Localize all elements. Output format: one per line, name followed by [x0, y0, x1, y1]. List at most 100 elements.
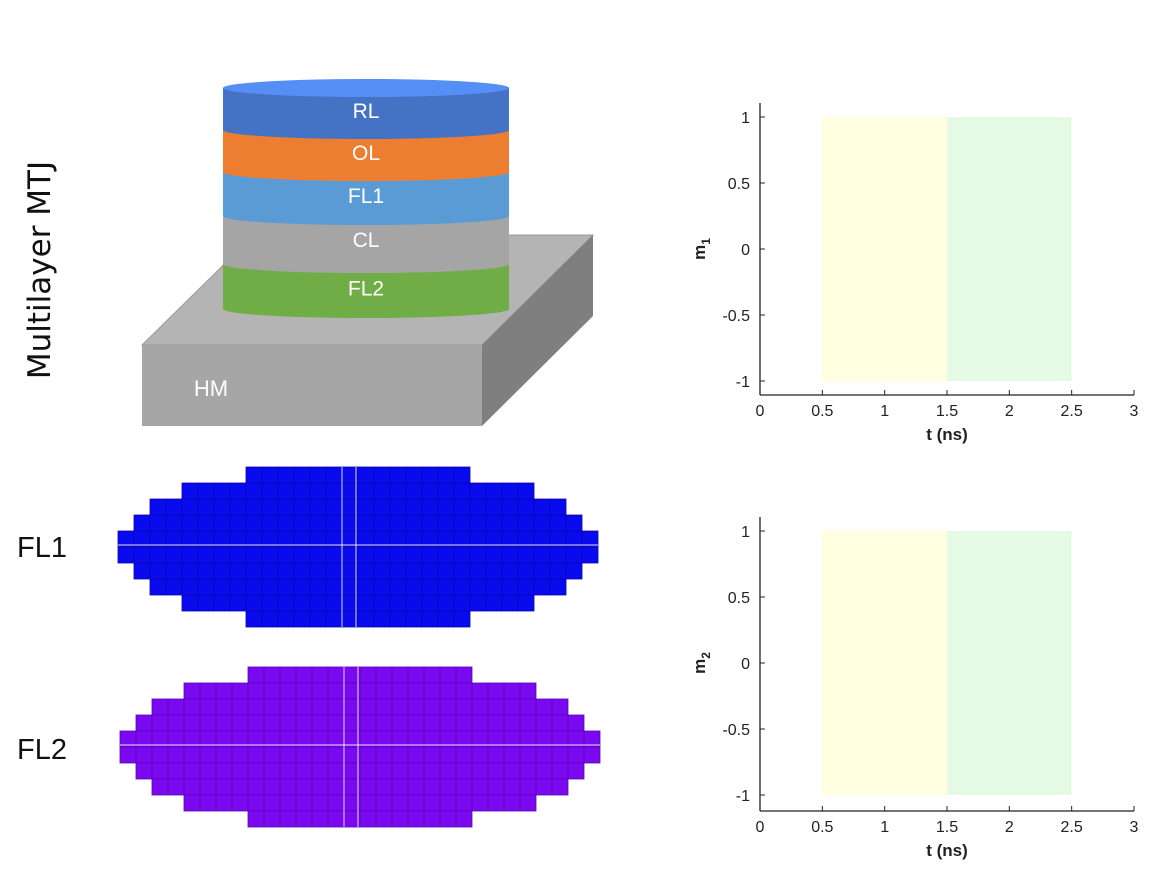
spin-cell [247, 794, 265, 812]
spin-cell [469, 482, 487, 500]
spin-cell [487, 714, 505, 732]
spin-cell [295, 778, 313, 796]
fl2-spin-grid [119, 666, 601, 828]
spin-cell [279, 762, 297, 780]
spin-cell [437, 594, 455, 612]
spin-cell [391, 682, 409, 700]
spin-cell [375, 810, 393, 828]
spin-cell [503, 682, 521, 700]
spin-cell [421, 482, 439, 500]
spin-cell [151, 778, 169, 796]
spin-cell [375, 794, 393, 812]
spin-cell [551, 698, 569, 716]
y-tick-label: -1 [736, 374, 750, 391]
spin-cell [423, 698, 441, 716]
spin-cell [517, 546, 535, 564]
spin-cell [247, 714, 265, 732]
spin-cell [263, 762, 281, 780]
spin-cell [197, 498, 215, 516]
spin-cell [311, 810, 329, 828]
spin-cell [439, 778, 457, 796]
spin-cell [261, 514, 279, 532]
spin-cell [181, 562, 199, 580]
spin-cell [229, 594, 247, 612]
m2-chart: 0 0.5 1 1.5 2 2.5 3 -1 -0.5 0 0.5 1 t (ns) m2 [690, 517, 1139, 860]
spin-cell [503, 698, 521, 716]
spin-cell [263, 746, 281, 764]
spin-cell [375, 698, 393, 716]
x-tick-label: 1 [880, 819, 889, 836]
spin-cell [469, 578, 487, 596]
spin-cell [149, 498, 167, 516]
spin-cell [229, 562, 247, 580]
spin-cell [327, 682, 345, 700]
spin-cell [263, 682, 281, 700]
spin-cell [149, 514, 167, 532]
layer-fl2-label: FL2 [348, 278, 384, 301]
spin-cell [245, 562, 263, 580]
spin-cell [405, 498, 423, 516]
spin-cell [405, 482, 423, 500]
spin-cell [423, 810, 441, 828]
spin-cell [231, 746, 249, 764]
spin-cell [519, 746, 537, 764]
spin-cell [471, 794, 489, 812]
spin-cell [439, 746, 457, 764]
spin-cell [357, 466, 375, 484]
spin-cell [519, 682, 537, 700]
layer-fl1-body [223, 172, 509, 225]
spin-cell [373, 594, 391, 612]
spin-cell [135, 746, 153, 764]
spin-cell [423, 746, 441, 764]
spin-cell [325, 498, 343, 516]
spin-cell [471, 682, 489, 700]
spin-cell [295, 682, 313, 700]
spin-cell [565, 546, 583, 564]
spin-cell [325, 562, 343, 580]
spin-cell [295, 698, 313, 716]
spin-cell [487, 778, 505, 796]
spin-cell [245, 498, 263, 516]
spin-cell [391, 714, 409, 732]
spin-cell [247, 666, 265, 684]
spin-cell [231, 682, 249, 700]
spin-cell [471, 762, 489, 780]
spin-cell [263, 794, 281, 812]
spin-cell [375, 714, 393, 732]
spin-cell [485, 514, 503, 532]
spin-cell [565, 514, 583, 532]
layer-fl1-label: FL1 [348, 185, 384, 208]
spin-cell [517, 514, 535, 532]
spin-cell [469, 562, 487, 580]
spin-cell [533, 514, 551, 532]
spin-cell [359, 666, 377, 684]
y-tick-label: -0.5 [722, 722, 750, 739]
spin-cell [295, 666, 313, 684]
spin-cell [261, 498, 279, 516]
spin-cell [309, 610, 327, 628]
spin-cell [215, 746, 233, 764]
spin-cell [311, 714, 329, 732]
spin-cell [453, 578, 471, 596]
spin-cell [407, 666, 425, 684]
spin-cell [247, 810, 265, 828]
x-tick-label: 2.5 [1061, 819, 1083, 836]
spin-cell [309, 466, 327, 484]
spin-cell [151, 762, 169, 780]
spin-cell [517, 578, 535, 596]
spin-cell [375, 666, 393, 684]
spin-cell [199, 714, 217, 732]
spin-cell [453, 546, 471, 564]
spin-cell [279, 794, 297, 812]
spin-cell [359, 778, 377, 796]
spin-cell [181, 482, 199, 500]
spin-cell [263, 714, 281, 732]
spin-cell [503, 714, 521, 732]
spin-cell [389, 594, 407, 612]
spin-cell [293, 546, 311, 564]
spin-cell [309, 562, 327, 580]
spin-cell [407, 714, 425, 732]
x-tick-label: 1.5 [936, 819, 958, 836]
spin-cell [309, 498, 327, 516]
spin-cell [215, 698, 233, 716]
